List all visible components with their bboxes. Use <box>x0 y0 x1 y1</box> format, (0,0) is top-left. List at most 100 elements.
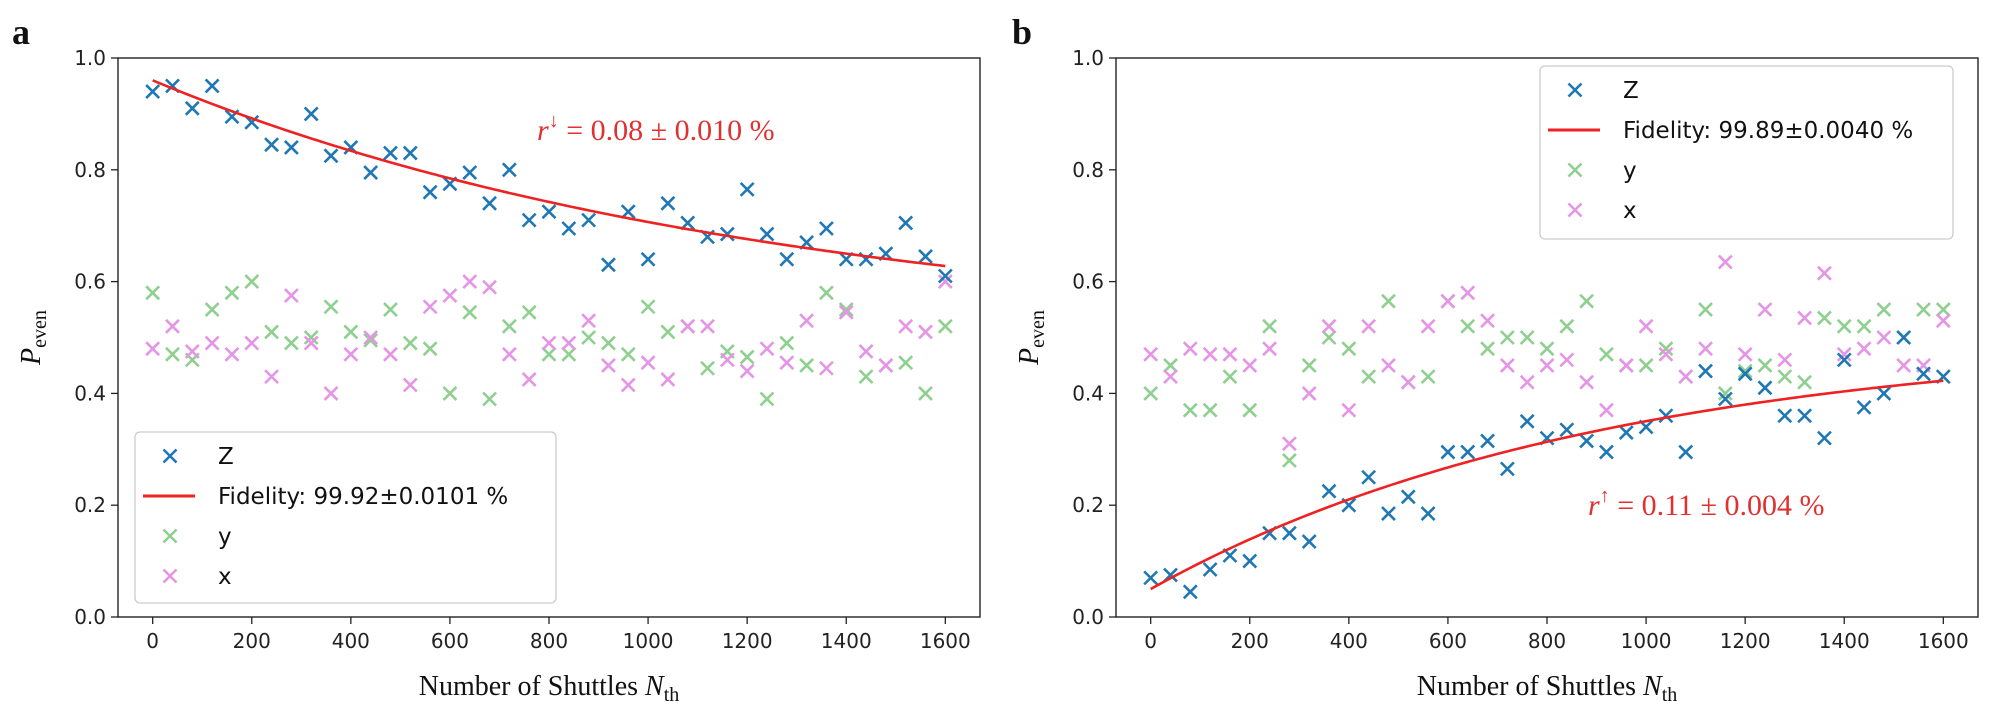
point-x <box>1539 358 1555 373</box>
point-x <box>1182 341 1198 357</box>
point-z <box>1519 413 1535 429</box>
point-x <box>402 377 418 393</box>
legend-label: Z <box>1623 78 1639 104</box>
chart-panel-b: b 0 200 400 600 800 1000 1200 1400 1600 0.0 0.2 0.4 0… <box>1012 12 1979 706</box>
point-z <box>819 221 834 236</box>
point-z <box>660 195 676 211</box>
point-x <box>323 385 339 401</box>
point-x <box>918 324 933 340</box>
point-z <box>739 181 755 197</box>
point-y <box>620 346 636 362</box>
legend-label: x <box>1623 198 1637 224</box>
point-y <box>224 285 240 301</box>
point-z <box>422 184 438 200</box>
point-y <box>501 318 517 334</box>
legend-label: y <box>218 524 232 550</box>
point-z <box>1876 385 1892 401</box>
point-x <box>937 274 953 290</box>
point-z <box>1599 444 1614 460</box>
point-x <box>1579 374 1595 390</box>
point-y <box>402 335 418 351</box>
point-y <box>264 324 279 340</box>
point-y <box>561 346 577 362</box>
legend-label: Fidelity: 99.89±0.0040 % <box>1623 118 1913 144</box>
x-tick-label: 1000 <box>1621 629 1672 653</box>
point-y <box>1202 402 1218 418</box>
point-x <box>759 341 775 357</box>
point-x <box>1777 352 1793 368</box>
point-y <box>581 330 597 345</box>
point-z <box>937 268 953 284</box>
point-y <box>799 358 815 373</box>
point-y <box>1519 330 1535 345</box>
legend: Z Fidelity: 99.92±0.0101 % yx <box>134 431 557 604</box>
legend-marker-z <box>162 448 178 464</box>
point-x <box>1281 436 1297 452</box>
point-x <box>1797 310 1813 326</box>
point-x <box>1460 285 1476 301</box>
point-z <box>1916 366 1931 382</box>
x-tick-label: 1600 <box>920 629 971 653</box>
point-y <box>363 332 379 348</box>
x-axis-title: Number of Shuttles Nth <box>1417 671 1678 706</box>
point-x <box>1678 369 1694 385</box>
point-y <box>918 385 933 401</box>
point-x <box>264 369 279 385</box>
point-x <box>1440 293 1456 309</box>
point-z <box>1400 489 1416 505</box>
point-x <box>1519 374 1535 390</box>
point-z <box>1618 425 1634 440</box>
point-x <box>1242 358 1258 373</box>
point-z <box>1717 391 1733 407</box>
point-z <box>541 204 557 220</box>
point-z <box>303 106 319 122</box>
point-y <box>1698 302 1713 317</box>
point-x <box>224 346 240 362</box>
point-y <box>898 355 914 371</box>
x-tick-label: 0 <box>1144 629 1157 653</box>
point-y <box>303 330 319 345</box>
point-x <box>581 313 597 329</box>
point-y <box>601 335 616 351</box>
x-tick-label: 600 <box>431 629 469 653</box>
point-y <box>383 302 398 317</box>
point-x <box>739 363 755 379</box>
point-x <box>1836 346 1852 362</box>
point-z <box>1182 584 1198 600</box>
point-z <box>1737 366 1753 382</box>
legend-box <box>1539 65 1954 240</box>
y-tick-label: 0.6 <box>1072 270 1104 294</box>
point-y <box>283 335 299 351</box>
point-x <box>1717 254 1733 270</box>
point-y <box>1480 341 1495 357</box>
point-z <box>719 226 735 242</box>
point-z <box>561 221 577 236</box>
point-z <box>898 215 914 231</box>
point-y <box>1242 402 1258 418</box>
point-z <box>184 100 200 116</box>
legend-label: x <box>218 564 232 590</box>
x-axis-title: Number of Shuttles Nth <box>419 671 680 706</box>
point-y <box>1381 293 1396 309</box>
point-z <box>283 140 299 155</box>
point-z <box>1757 380 1773 396</box>
point-x <box>819 360 834 376</box>
point-x <box>1737 346 1753 362</box>
point-z <box>1797 408 1813 424</box>
point-x <box>1559 352 1575 368</box>
y-tick-label: 0.2 <box>74 493 106 517</box>
plot-area <box>1143 254 1951 600</box>
point-y <box>1420 369 1436 385</box>
point-x <box>1599 402 1614 418</box>
point-y <box>1341 341 1357 357</box>
point-y <box>858 369 874 385</box>
point-y <box>1638 358 1654 373</box>
point-z <box>1143 570 1159 586</box>
point-z <box>1361 469 1377 485</box>
point-z <box>501 162 517 178</box>
x-tick-label: 600 <box>1429 629 1467 653</box>
point-z <box>1301 534 1317 549</box>
point-z <box>1480 433 1495 449</box>
rate-annotation: r↑ = 0.11 ± 0.004 % <box>1588 485 1824 522</box>
y-tick-label: 1.0 <box>74 46 106 70</box>
